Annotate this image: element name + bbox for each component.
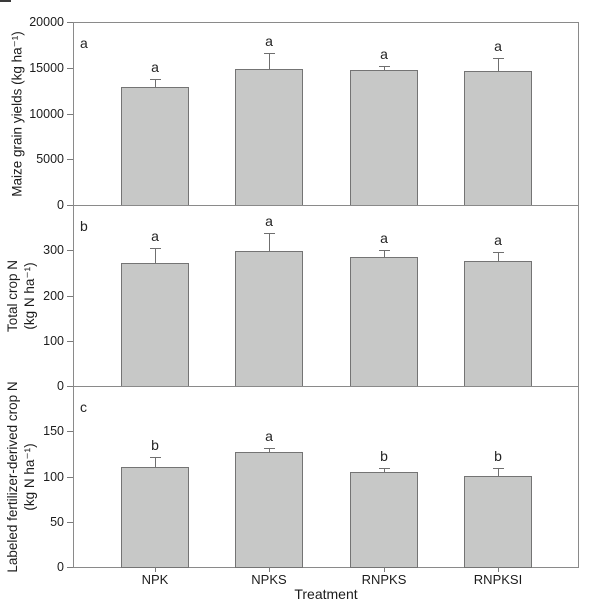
bar-NPK-panel-a xyxy=(121,87,189,206)
panel-letter-b: b xyxy=(80,218,88,234)
error-bar-cap xyxy=(493,468,504,469)
significance-letter: a xyxy=(494,232,502,248)
x-category-label: RNPKSI xyxy=(473,572,523,587)
x-axis-title: Treatment xyxy=(294,586,358,602)
bar-NPKS-panel-b xyxy=(235,251,303,387)
y-tick-mark xyxy=(67,386,73,387)
y-tick-label: 150 xyxy=(43,424,64,438)
error-bar-cap xyxy=(379,468,390,469)
error-bar-line xyxy=(155,248,156,263)
y-tick-label: 100 xyxy=(43,470,64,484)
y-tick-mark xyxy=(67,341,73,342)
y-tick-label: 10000 xyxy=(29,107,64,121)
x-tick-mark xyxy=(384,567,385,572)
panel-frame-c xyxy=(73,386,579,568)
y-tick-label: 5000 xyxy=(36,152,64,166)
x-tick-mark xyxy=(269,567,270,572)
error-bar-cap xyxy=(379,250,390,251)
y-tick-mark xyxy=(67,22,73,23)
y-tick-label: 300 xyxy=(43,243,64,257)
error-bar-line xyxy=(498,58,499,71)
error-bar-line xyxy=(498,468,499,476)
bar-RNPKS-panel-b xyxy=(350,257,418,387)
bar-RNPKSI-panel-b xyxy=(464,261,532,387)
error-bar-cap xyxy=(150,457,161,458)
y-tick-mark xyxy=(67,567,73,568)
y-tick-mark xyxy=(67,114,73,115)
y-tick-label: 0 xyxy=(57,198,64,212)
x-category-label: RNPKS xyxy=(361,572,407,587)
significance-letter: a xyxy=(265,213,273,229)
error-bar-line xyxy=(384,250,385,257)
y-tick-label: 0 xyxy=(57,560,64,574)
y-tick-mark xyxy=(67,68,73,69)
x-category-label: NPK xyxy=(141,572,169,587)
error-bar-cap xyxy=(150,248,161,249)
error-bar-line xyxy=(269,233,270,251)
bar-RNPKS-panel-a xyxy=(350,70,418,206)
significance-letter: b xyxy=(380,448,388,464)
bar-NPKS-panel-a xyxy=(235,69,303,206)
significance-letter: a xyxy=(494,38,502,54)
error-bar-line xyxy=(384,468,385,472)
y-axis-label-text: Labeled fertilizer-derived crop N (kg N h… xyxy=(5,380,37,573)
bar-NPK-panel-b xyxy=(121,263,189,387)
y-tick-mark xyxy=(67,205,73,206)
error-bar-cap xyxy=(264,233,275,234)
error-bar-cap xyxy=(493,252,504,253)
error-bar-line xyxy=(384,66,385,70)
y-tick-mark xyxy=(67,159,73,160)
y-tick-mark xyxy=(67,477,73,478)
y-tick-label: 20000 xyxy=(29,15,64,29)
error-bar-line xyxy=(155,79,156,87)
y-axis-label-text: Maize grain yields (kg ha⁻¹) xyxy=(9,30,25,197)
panel-letter-a: a xyxy=(80,35,88,51)
bar-RNPKSI-panel-a xyxy=(464,71,532,206)
bar-NPKS-panel-c xyxy=(235,452,303,568)
y-tick-label: 15000 xyxy=(29,61,64,75)
error-bar-line xyxy=(498,252,499,261)
y-tick-label: 100 xyxy=(43,334,64,348)
significance-letter: a xyxy=(380,46,388,62)
significance-letter: b xyxy=(494,448,502,464)
error-bar-line xyxy=(269,448,270,452)
y-tick-label: 0 xyxy=(57,379,64,393)
error-bar-cap xyxy=(264,448,275,449)
y-tick-mark xyxy=(67,250,73,251)
y-tick-mark xyxy=(67,296,73,297)
y-tick-mark xyxy=(67,522,73,523)
panel-letter-c: c xyxy=(80,399,87,415)
error-bar-cap xyxy=(379,66,390,67)
error-bar-line xyxy=(155,457,156,467)
significance-letter: a xyxy=(380,230,388,246)
error-bar-cap xyxy=(264,53,275,54)
significance-letter: a xyxy=(151,59,159,75)
x-tick-mark xyxy=(498,567,499,572)
y-tick-mark xyxy=(67,431,73,432)
scan-artifact xyxy=(0,0,11,2)
y-tick-label: 50 xyxy=(50,515,64,529)
error-bar-cap xyxy=(150,79,161,80)
bar-RNPKS-panel-c xyxy=(350,472,418,568)
significance-letter: a xyxy=(265,428,273,444)
bar-NPK-panel-c xyxy=(121,467,189,568)
y-tick-label: 200 xyxy=(43,289,64,303)
significance-letter: b xyxy=(151,437,159,453)
x-category-label: NPKS xyxy=(251,572,287,587)
bar-RNPKSI-panel-c xyxy=(464,476,532,568)
error-bar-cap xyxy=(493,58,504,59)
x-tick-mark xyxy=(155,567,156,572)
error-bar-line xyxy=(269,53,270,69)
significance-letter: a xyxy=(151,228,159,244)
y-axis-label-text: Total crop N (kg N ha⁻¹) xyxy=(5,259,37,332)
significance-letter: a xyxy=(265,33,273,49)
